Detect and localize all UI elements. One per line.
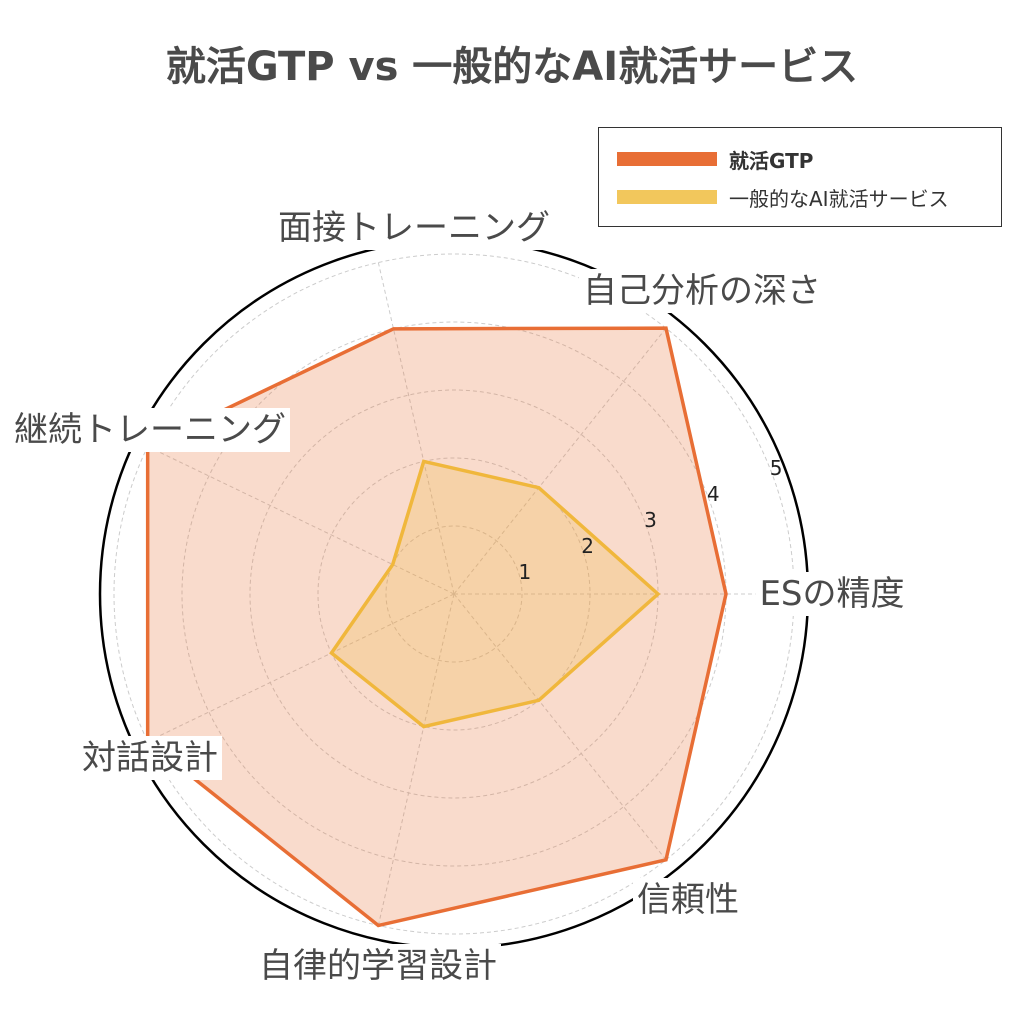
radial-tick-label: 5 [770, 456, 783, 480]
grid-spoke [147, 446, 455, 595]
axis-label: 自己分析の深さ [583, 271, 821, 311]
grid-spoke [453, 327, 667, 595]
legend-swatch-general-ai [617, 190, 717, 204]
radial-tick-label: 1 [518, 560, 531, 584]
axis-label: ESの精度 [759, 574, 904, 614]
radial-tick-labels: 1 2 3 4 5 [518, 456, 782, 584]
axis-label: 対話設計 [82, 738, 218, 778]
grid-spoke [147, 593, 455, 742]
legend-swatch-shukatsu-gtp [617, 152, 717, 166]
axis-label-bg [78, 736, 222, 780]
axis-label-bg [255, 944, 501, 988]
grid-circle [385, 525, 523, 663]
legend-item-shukatsu-gtp: 就活GTP [617, 146, 814, 173]
grid-spoke [377, 262, 455, 595]
axis-label-bg [10, 408, 290, 452]
axis-label-bg [579, 269, 825, 313]
axis-label: 自律的学習設計 [259, 946, 497, 986]
axis-label-bg [755, 572, 909, 616]
axis-label: 継続トレーニング [14, 410, 286, 450]
axis-label-bg [274, 206, 554, 250]
axis-label: 信頼性 [637, 880, 739, 920]
radial-tick-label: 3 [644, 508, 657, 532]
axis-label: 面接トレーニング [278, 208, 550, 248]
legend: 就活GTP 一般的なAI就活サービス [598, 127, 1002, 227]
radial-tick-label: 2 [581, 534, 594, 558]
series-polygon-1 [329, 459, 661, 729]
axis-label-bg [633, 878, 743, 922]
legend-item-general-ai: 一般的なAI就活サービス [617, 184, 949, 211]
chart-title: 就活GTP vs 一般的なAI就活サービス [165, 44, 859, 90]
grid-spoke [377, 593, 455, 926]
radar-series [145, 326, 728, 928]
legend-label-general-ai: 一般的なAI就活サービス [729, 186, 949, 211]
grid-spoke [453, 593, 667, 861]
legend-label-shukatsu-gtp: 就活GTP [729, 148, 814, 173]
series-polygon-0 [145, 326, 728, 928]
radial-tick-label: 4 [707, 482, 720, 506]
